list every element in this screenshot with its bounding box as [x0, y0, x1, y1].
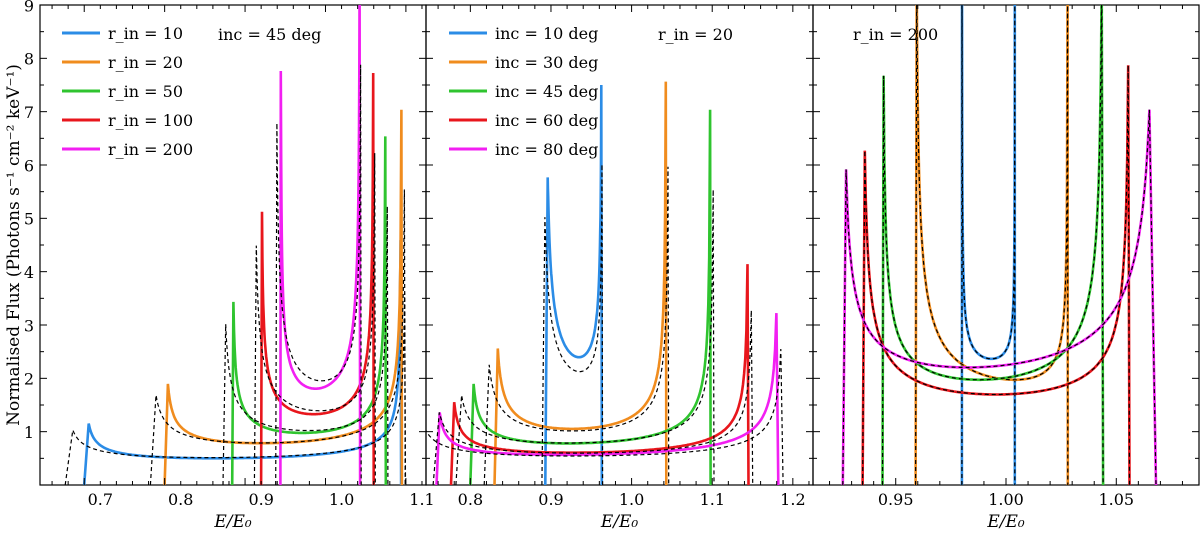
- y-tick-label: 4: [24, 263, 34, 282]
- x-tick-label: 0.8: [458, 490, 483, 509]
- series-line: [469, 109, 712, 485]
- panel-frame-2: [425, 4, 814, 486]
- legend-label: r_in = 50: [108, 82, 183, 101]
- x-tick-label: 1.0: [329, 490, 354, 509]
- reference-dashed-line: [842, 109, 1157, 485]
- reference-dashed-line: [275, 64, 362, 485]
- x-tick-label: 0.95: [878, 490, 914, 509]
- y-tick-label: 3: [24, 316, 34, 335]
- series-line: [163, 109, 404, 485]
- series-line: [544, 84, 604, 485]
- legend-label: inc = 80 deg: [495, 140, 598, 159]
- reference-dashed-line: [862, 65, 1131, 485]
- x-tick-label: 1.2: [780, 490, 805, 509]
- y-tick-label: 6: [24, 156, 34, 175]
- y-tick-label: 5: [24, 210, 34, 229]
- legend-panel-2: inc = 10 deg inc = 30 deg inc = 45 deg i…: [449, 24, 598, 159]
- panel-3-curves: [841, 5, 1158, 485]
- series-line: [279, 5, 362, 485]
- x-tick-label: 1.1: [700, 490, 725, 509]
- reference-dashed-line: [149, 189, 406, 485]
- reference-dashed-line: [915, 5, 1069, 485]
- x-tick-labels-panel-3: 0.95 1.00 1.05: [878, 490, 1134, 509]
- reference-dashed-line: [222, 206, 389, 485]
- x-axis-label-panel-2: E/E₀: [600, 512, 639, 532]
- series-line: [82, 240, 403, 485]
- series-line: [435, 313, 780, 485]
- y-tick-label: 1: [24, 423, 34, 442]
- legend-label: r_in = 20: [108, 53, 183, 72]
- y-tick-labels: 1 2 3 4 5 6 7 8 9: [24, 0, 34, 442]
- reference-dashed-line: [432, 310, 754, 485]
- x-tick-label: 1.05: [1098, 490, 1134, 509]
- y-tick-label: 8: [24, 50, 34, 69]
- legend-label: inc = 60 deg: [495, 111, 598, 130]
- panel-2-curves: [426, 81, 784, 485]
- reference-dashed-line: [541, 164, 604, 485]
- legend-panel-1: r_in = 10 r_in = 20 r_in = 50 r_in = 100…: [62, 24, 193, 159]
- y-tick-label: 7: [24, 103, 34, 122]
- x-tick-label: 0.9: [538, 490, 563, 509]
- x-tick-label: 1.1: [409, 490, 434, 509]
- y-tick-label: 9: [24, 0, 34, 15]
- reference-dashed-line: [961, 5, 1016, 485]
- x-tick-label: 1.00: [988, 490, 1024, 509]
- x-tick-label: 0.7: [88, 490, 113, 509]
- series-line: [861, 65, 1131, 485]
- annotation-panel-3: r_in = 200: [853, 25, 938, 44]
- series-line: [493, 81, 668, 485]
- x-tick-labels-panel-1: 0.7 0.8 0.9 1.0 1.1: [88, 490, 435, 509]
- legend-label: r_in = 10: [108, 24, 183, 43]
- x-axis-label-panel-3: E/E₀: [986, 512, 1025, 532]
- legend-label: inc = 45 deg: [495, 82, 598, 101]
- x-tick-label: 0.9: [248, 490, 273, 509]
- series-line: [960, 5, 1017, 485]
- y-tick-label: 2: [24, 370, 34, 389]
- y-axis-label: Normalised Flux (Photons s⁻¹ cm⁻² keV⁻¹): [4, 64, 24, 426]
- x-tick-label: 0.8: [168, 490, 193, 509]
- annotation-panel-2: r_in = 20: [658, 25, 733, 44]
- panel-frame-3: [812, 4, 1200, 486]
- panel-1-curves: [64, 5, 407, 485]
- legend-label: r_in = 100: [108, 111, 193, 130]
- series-line: [914, 5, 1070, 485]
- axis-ticks: [40, 4, 1199, 485]
- legend-label: inc = 10 deg: [495, 24, 598, 43]
- annotation-panel-1: inc = 45 deg: [218, 25, 321, 44]
- reference-dashed-line: [455, 189, 715, 485]
- x-tick-labels-panel-2: 0.8 0.9 1.0 1.1 1.2: [458, 490, 806, 509]
- legend-label: inc = 30 deg: [495, 53, 598, 72]
- reference-dashed-line: [426, 348, 784, 485]
- legend-label: r_in = 200: [108, 140, 193, 159]
- x-tick-label: 1.0: [619, 490, 644, 509]
- series-line: [449, 264, 750, 485]
- x-axis-label-panel-1: E/E₀: [213, 512, 252, 532]
